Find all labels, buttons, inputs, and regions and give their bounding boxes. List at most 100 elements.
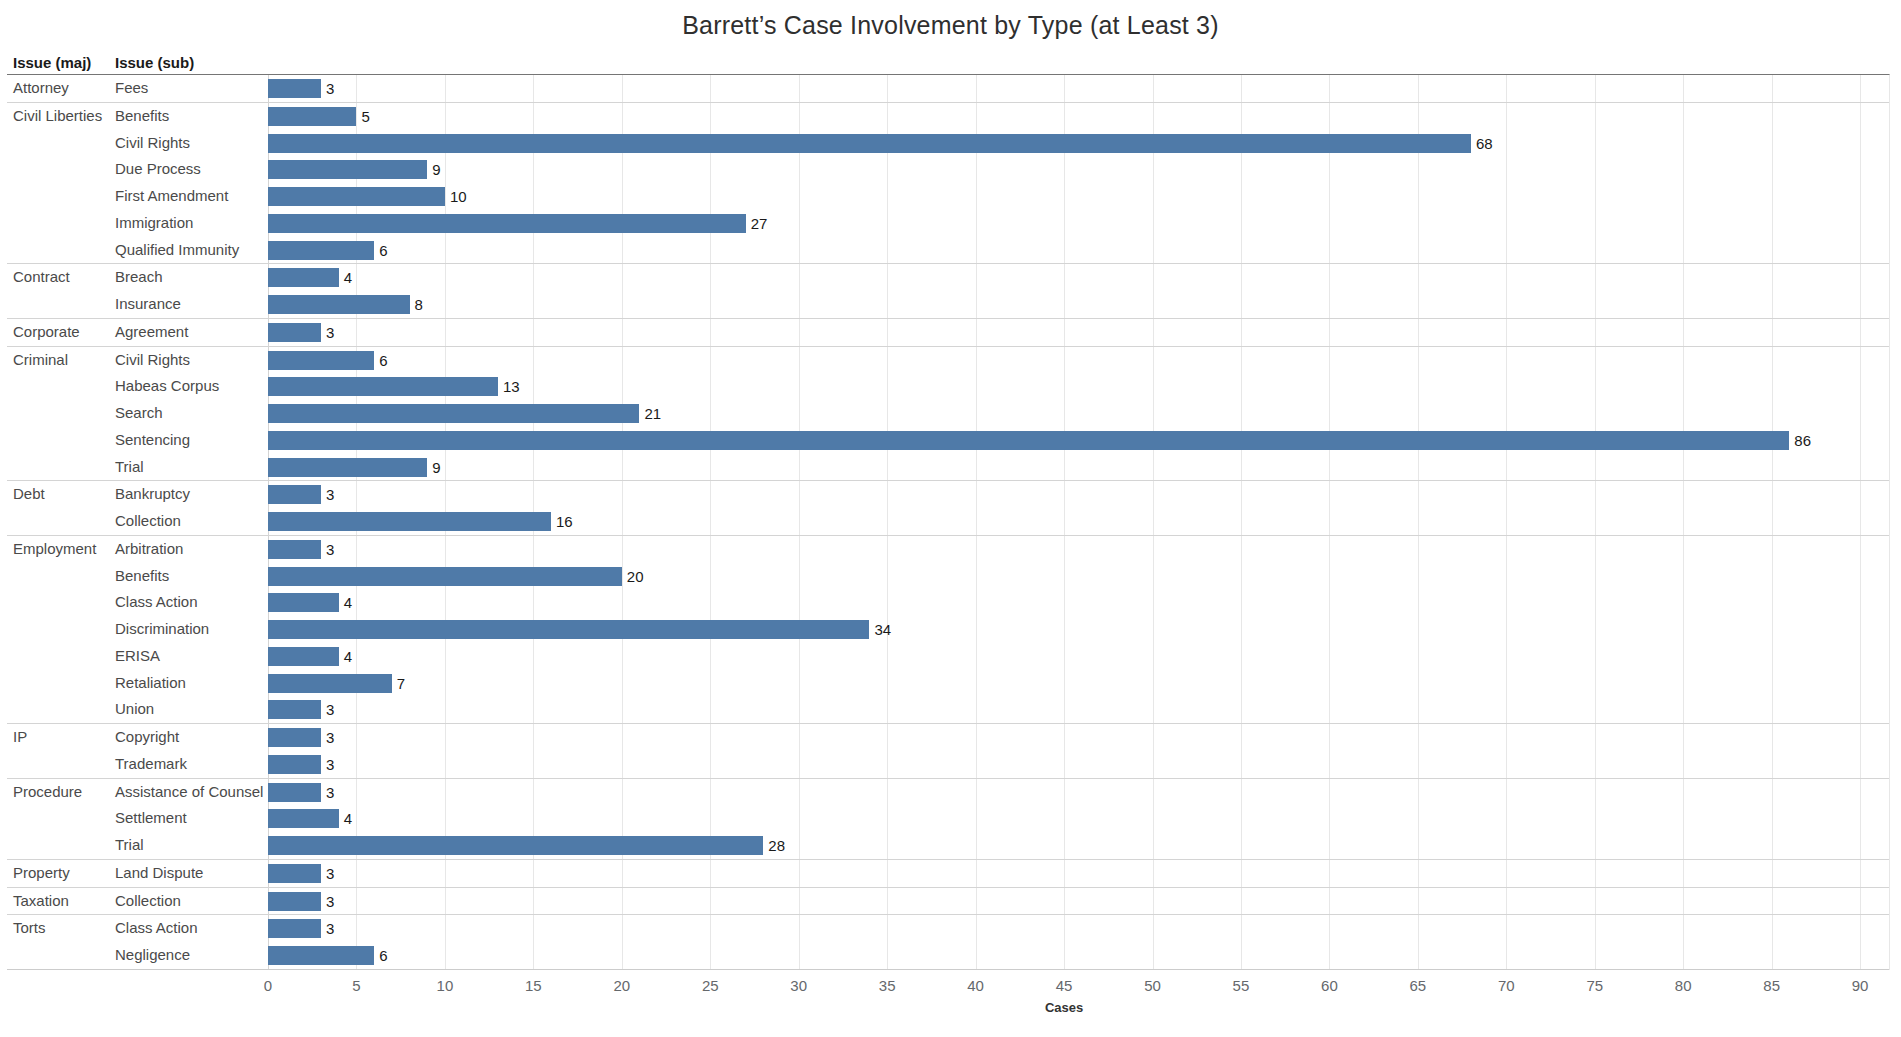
case-count-bar[interactable] bbox=[268, 512, 551, 531]
case-count-bar[interactable] bbox=[268, 647, 339, 666]
case-count-bar[interactable] bbox=[268, 241, 374, 260]
bar-value-label: 3 bbox=[326, 915, 334, 942]
bar-value-label: 3 bbox=[326, 536, 334, 563]
x-tick-label: 50 bbox=[1144, 977, 1161, 994]
case-count-bar[interactable] bbox=[268, 431, 1789, 450]
case-count-bar[interactable] bbox=[268, 700, 321, 719]
case-count-bar[interactable] bbox=[268, 540, 321, 559]
table-row: Class Action4 bbox=[7, 589, 1889, 616]
issue-major-label bbox=[13, 805, 115, 832]
case-count-bar[interactable] bbox=[268, 351, 374, 370]
bar-value-label: 3 bbox=[326, 751, 334, 778]
case-count-bar[interactable] bbox=[268, 892, 321, 911]
issue-sub-label: Bankruptcy bbox=[115, 481, 268, 508]
x-tick-label: 70 bbox=[1498, 977, 1515, 994]
table-row: Benefits20 bbox=[7, 563, 1889, 590]
bar-track: 86 bbox=[268, 427, 1889, 454]
bar-value-label: 4 bbox=[344, 589, 352, 616]
issue-group: Civil LibertiesBenefits5Civil Rights68Du… bbox=[7, 103, 1889, 265]
case-count-bar[interactable] bbox=[268, 674, 392, 693]
case-count-bar[interactable] bbox=[268, 295, 410, 314]
bar-value-label: 3 bbox=[326, 696, 334, 723]
issue-sub-label: Union bbox=[115, 696, 268, 723]
issue-sub-label: Assistance of Counsel bbox=[115, 779, 268, 806]
issue-major-label: Property bbox=[13, 860, 115, 887]
x-tick-label: 45 bbox=[1056, 977, 1073, 994]
bar-track: 7 bbox=[268, 670, 1889, 697]
case-count-bar[interactable] bbox=[268, 79, 321, 98]
x-tick-label: 60 bbox=[1321, 977, 1338, 994]
bar-track: 3 bbox=[268, 696, 1889, 723]
case-count-bar[interactable] bbox=[268, 593, 339, 612]
x-tick-label: 90 bbox=[1852, 977, 1869, 994]
issue-sub-label: Benefits bbox=[115, 103, 268, 130]
bar-track: 28 bbox=[268, 832, 1889, 859]
issue-major-label bbox=[13, 670, 115, 697]
case-count-bar[interactable] bbox=[268, 187, 445, 206]
bar-value-label: 68 bbox=[1476, 130, 1493, 157]
case-count-bar[interactable] bbox=[268, 134, 1471, 153]
case-count-bar[interactable] bbox=[268, 107, 356, 126]
case-count-bar[interactable] bbox=[268, 620, 869, 639]
case-count-bar[interactable] bbox=[268, 404, 639, 423]
issue-sub-label: Trial bbox=[115, 832, 268, 859]
table-row: CriminalCivil Rights6 bbox=[7, 347, 1889, 374]
bar-value-label: 4 bbox=[344, 805, 352, 832]
case-count-bar[interactable] bbox=[268, 728, 321, 747]
bar-value-label: 5 bbox=[361, 103, 369, 130]
case-count-bar[interactable] bbox=[268, 755, 321, 774]
bar-track: 3 bbox=[268, 888, 1889, 915]
x-tick-label: 80 bbox=[1675, 977, 1692, 994]
case-count-bar[interactable] bbox=[268, 458, 427, 477]
issue-group: ContractBreach4Insurance8 bbox=[7, 264, 1889, 319]
issue-sub-label: Due Process bbox=[115, 156, 268, 183]
issue-major-label bbox=[13, 751, 115, 778]
x-tick-label: 25 bbox=[702, 977, 719, 994]
table-row: Trademark3 bbox=[7, 751, 1889, 778]
bar-track: 5 bbox=[268, 103, 1889, 130]
issue-major-label bbox=[13, 291, 115, 318]
bar-track: 8 bbox=[268, 291, 1889, 318]
table-row: First Amendment10 bbox=[7, 183, 1889, 210]
issue-sub-label: ERISA bbox=[115, 643, 268, 670]
issue-sub-label: Sentencing bbox=[115, 427, 268, 454]
case-count-bar[interactable] bbox=[268, 268, 339, 287]
case-count-bar[interactable] bbox=[268, 946, 374, 965]
issue-major-label: Attorney bbox=[13, 75, 115, 102]
bar-value-label: 3 bbox=[326, 724, 334, 751]
bar-value-label: 8 bbox=[415, 291, 423, 318]
case-count-bar[interactable] bbox=[268, 485, 321, 504]
issue-major-label: Civil Liberties bbox=[13, 103, 115, 130]
issue-major-label: Torts bbox=[13, 915, 115, 942]
issue-major-label bbox=[13, 563, 115, 590]
bar-track: 16 bbox=[268, 508, 1889, 535]
case-count-bar[interactable] bbox=[268, 836, 763, 855]
case-count-bar[interactable] bbox=[268, 864, 321, 883]
issue-sub-label: Fees bbox=[115, 75, 268, 102]
issue-major-label bbox=[13, 832, 115, 859]
table-row: Insurance 8 bbox=[7, 291, 1889, 318]
case-count-bar[interactable] bbox=[268, 377, 498, 396]
issue-major-label bbox=[13, 400, 115, 427]
table-row: Trial28 bbox=[7, 832, 1889, 859]
case-count-bar[interactable] bbox=[268, 919, 321, 938]
bar-track: 4 bbox=[268, 805, 1889, 832]
issue-group: DebtBankruptcy3Collection16 bbox=[7, 481, 1889, 536]
case-count-bar[interactable] bbox=[268, 783, 321, 802]
case-count-bar[interactable] bbox=[268, 323, 321, 342]
case-count-bar[interactable] bbox=[268, 809, 339, 828]
table-row: TortsClass Action3 bbox=[7, 915, 1889, 942]
bar-value-label: 3 bbox=[326, 888, 334, 915]
bar-value-label: 34 bbox=[874, 616, 891, 643]
bar-track: 3 bbox=[268, 319, 1889, 346]
case-count-bar[interactable] bbox=[268, 214, 746, 233]
bar-value-label: 7 bbox=[397, 670, 405, 697]
table-row: Collection16 bbox=[7, 508, 1889, 535]
case-count-bar[interactable] bbox=[268, 160, 427, 179]
bar-value-label: 9 bbox=[432, 156, 440, 183]
issue-group: PropertyLand Dispute3 bbox=[7, 860, 1889, 888]
case-count-bar[interactable] bbox=[268, 567, 622, 586]
issue-sub-label: Insurance bbox=[115, 291, 268, 318]
x-tick-label: 20 bbox=[613, 977, 630, 994]
bar-value-label: 20 bbox=[627, 563, 644, 590]
